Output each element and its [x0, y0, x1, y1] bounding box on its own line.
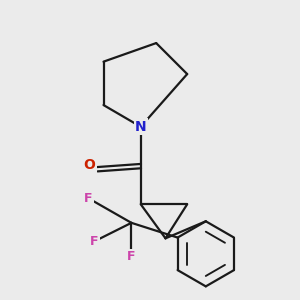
Text: F: F: [90, 235, 98, 248]
Text: O: O: [84, 158, 95, 172]
Text: F: F: [84, 191, 92, 205]
Text: N: N: [135, 120, 146, 134]
Text: F: F: [127, 250, 136, 263]
